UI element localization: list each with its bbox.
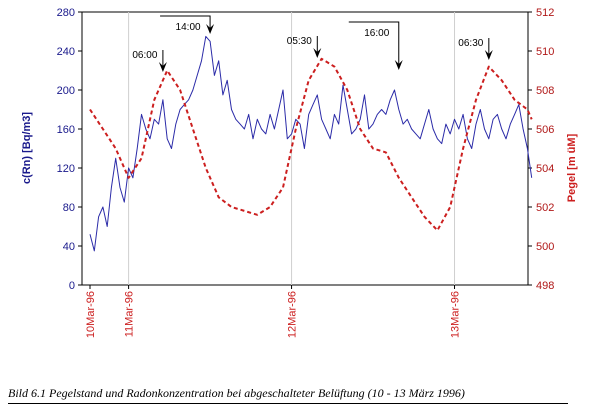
annotation-label: 06:00 [132, 50, 157, 61]
annotation-2: 05:30 [287, 36, 322, 58]
annotation-0: 06:00 [132, 50, 167, 72]
left-tick-label: 0 [69, 280, 75, 292]
series-group [89, 35, 533, 252]
right-tick-label: 506 [536, 124, 554, 136]
left-tick-label: 160 [57, 124, 75, 136]
water-level-series-line [89, 57, 533, 232]
chart: 0 40 80 120 160 200 240 280 498 500 502 504 506 508 5… [21, 7, 578, 338]
arrow-down-icon [484, 50, 493, 60]
annotation-1: 14:00 [160, 15, 215, 34]
left-tick-label: 200 [57, 85, 75, 97]
x-axis-ticks: 10Mar-96 11Mar-96 12Mar-96 13Mar-96 [85, 285, 462, 338]
left-axis-label: c(Rn) [Bq/m3] [21, 112, 33, 184]
right-tick-label: 502 [536, 202, 554, 214]
figure-caption: Bild 6.1 Pegelstand und Radonkonzentrati… [8, 386, 568, 404]
x-tick-label: 13Mar-96 [450, 291, 462, 338]
radon-series-line [89, 35, 533, 252]
annotation-bracket [348, 21, 400, 66]
annotation-label: 16:00 [364, 28, 389, 39]
left-tick-label: 240 [57, 46, 75, 58]
arrow-down-icon [206, 24, 215, 34]
annotation-label: 05:30 [287, 36, 312, 47]
grid [128, 12, 456, 285]
annotation-3: 16:00 [348, 21, 403, 70]
arrow-down-icon [313, 48, 322, 58]
annotations: 06:00 14:00 05:30 16:00 06:30 [132, 15, 493, 72]
arrow-down-icon [158, 62, 167, 72]
x-tick-label: 11Mar-96 [124, 291, 136, 337]
left-tick-label: 120 [57, 163, 75, 175]
arrow-down-icon [394, 60, 403, 70]
annotation-label: 06:30 [458, 38, 483, 49]
left-tick-label: 280 [57, 7, 75, 19]
right-tick-label: 504 [536, 163, 554, 175]
x-tick-label: 12Mar-96 [287, 291, 299, 338]
plot-frame [81, 11, 529, 286]
left-tick-label: 40 [63, 241, 75, 253]
right-axis-ticks: 498 500 502 504 506 508 510 512 [528, 7, 554, 292]
right-tick-label: 508 [536, 85, 554, 97]
right-tick-label: 498 [536, 280, 554, 292]
right-axis-label: Pegel [m üM] [566, 133, 578, 202]
x-tick-label: 10Mar-96 [85, 291, 97, 338]
annotation-label: 14:00 [176, 22, 201, 33]
annotation-4: 06:30 [458, 38, 493, 60]
right-tick-label: 510 [536, 46, 554, 58]
annotation-bracket [160, 15, 211, 30]
right-tick-label: 512 [536, 7, 554, 19]
left-tick-label: 80 [63, 202, 75, 214]
right-tick-label: 500 [536, 241, 554, 253]
left-axis-ticks: 0 40 80 120 160 200 240 280 [57, 7, 82, 292]
